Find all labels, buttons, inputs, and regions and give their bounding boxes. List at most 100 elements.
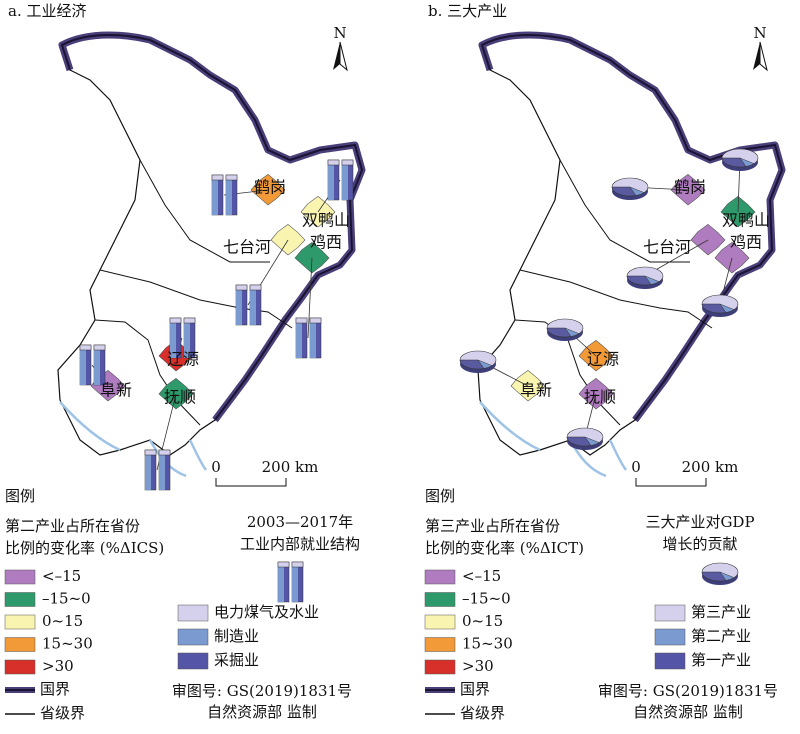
bar-utility	[183, 317, 196, 324]
province-boundary	[559, 159, 690, 263]
legend-item: 采掘业	[214, 651, 259, 669]
legend-item: 省级界	[40, 704, 85, 722]
legend-item: >30	[462, 657, 494, 675]
pie-slice-secondary	[626, 275, 652, 286]
city-region	[250, 174, 286, 206]
legend-heading: 第二产业占所在省份	[5, 517, 140, 535]
legend-item: 15~30	[462, 635, 513, 653]
legend-title: 图例	[425, 487, 455, 505]
bar-manufacturing	[292, 562, 298, 602]
legend-swatch	[4, 637, 36, 652]
city-label: 鸡西	[310, 233, 342, 252]
city-region	[690, 224, 726, 256]
legend-swatch	[4, 592, 36, 607]
bar-manufacturing	[310, 318, 316, 358]
pie-slice-secondary	[566, 436, 592, 447]
bar-manufacturing	[159, 450, 165, 490]
legend-swatch	[177, 604, 209, 622]
panel-title: a. 工业经济	[8, 2, 86, 20]
bar-manufacturing	[170, 318, 176, 358]
legend-swatch	[4, 569, 36, 585]
north-arrow	[339, 41, 348, 72]
city-region	[714, 242, 750, 274]
scale-label: 200 km	[262, 458, 319, 476]
pie-slice-secondary	[459, 359, 485, 370]
legend-item: 0~15	[42, 612, 83, 630]
bar-manufacturing	[278, 562, 284, 602]
pie-slice-primary	[719, 571, 735, 581]
bar-manufacturing	[212, 175, 218, 215]
legend-swatch	[424, 659, 456, 675]
city-label: 双鸭山	[722, 211, 770, 230]
bar-utility	[144, 449, 157, 456]
bar-utility	[158, 449, 171, 456]
pie-slice-primary	[564, 327, 580, 337]
legend-item: 第三产业	[691, 603, 751, 621]
bar-utility	[295, 317, 308, 324]
leader-line	[307, 257, 313, 339]
bar-manufacturing	[184, 318, 190, 358]
province-boundary	[519, 269, 713, 329]
bar-manufacturing	[94, 345, 100, 385]
legend-swatch	[424, 569, 456, 585]
legend-heading: 增长的贡献	[662, 535, 737, 553]
bar-manufacturing	[145, 450, 151, 490]
legend-swatch	[424, 614, 456, 630]
city-label: 鸡西	[730, 233, 762, 252]
pie-slice-primary	[477, 359, 493, 369]
scale-label: 0	[631, 458, 641, 476]
city-label: 抚顺	[164, 388, 196, 407]
approval-note: 审图号: GS(2019)1831号	[172, 682, 352, 700]
legend-item: 制造业	[214, 627, 259, 645]
legend-item: >30	[42, 657, 74, 675]
legend-swatch	[4, 659, 36, 675]
legend-swatch	[654, 628, 686, 646]
pie-slice-primary	[739, 157, 755, 167]
legend-item: –15~0	[42, 590, 91, 608]
bar-manufacturing	[342, 160, 348, 200]
legend-item: 0~15	[462, 612, 503, 630]
province-boundary	[99, 269, 293, 329]
city-region	[578, 378, 614, 410]
pie-slice-primary	[629, 186, 645, 196]
legend-item: 电力煤气及水业	[214, 603, 319, 621]
scale-bar	[635, 478, 707, 487]
north-label: N	[753, 24, 766, 42]
city-region	[270, 224, 306, 256]
city-label: 双鸭山	[302, 211, 350, 230]
approval-note: 审图号: GS(2019)1831号	[598, 682, 778, 700]
north-label: N	[333, 24, 346, 42]
bar-utility	[327, 159, 340, 166]
pie-slice-secondary	[611, 186, 637, 197]
bar-manufacturing	[296, 318, 302, 358]
legend-swatch	[4, 614, 36, 630]
city-region	[158, 378, 194, 410]
legend-item: –15~0	[462, 590, 511, 608]
north-arrow	[333, 42, 340, 70]
pie-slice-primary	[584, 436, 600, 446]
legend-heading: 2003—2017年	[247, 513, 353, 531]
city-label: 七台河	[643, 238, 691, 257]
pie-slice-secondary	[701, 303, 727, 314]
legend-swatch	[424, 592, 456, 607]
city-label: 抚顺	[584, 388, 616, 407]
bar-manufacturing	[226, 175, 232, 215]
legend-swatch	[654, 604, 686, 622]
legend-title: 图例	[5, 487, 35, 505]
pie-slice-primary	[719, 303, 735, 313]
scale-label: 0	[211, 458, 221, 476]
city-label: 辽源	[587, 350, 619, 369]
bar-manufacturing	[236, 285, 242, 325]
bar-manufacturing	[328, 160, 334, 200]
north-arrow	[753, 42, 760, 70]
legend-heading: 比例的变化率 (%ΔICS)	[5, 539, 164, 557]
legend-item: 国界	[40, 680, 70, 698]
city-label: 七台河	[223, 238, 271, 257]
bar-utility	[79, 344, 92, 351]
legend-item: 国界	[460, 680, 490, 698]
pie-slice-primary	[644, 275, 660, 285]
legend-heading: 三大产业对GDP	[645, 513, 754, 531]
